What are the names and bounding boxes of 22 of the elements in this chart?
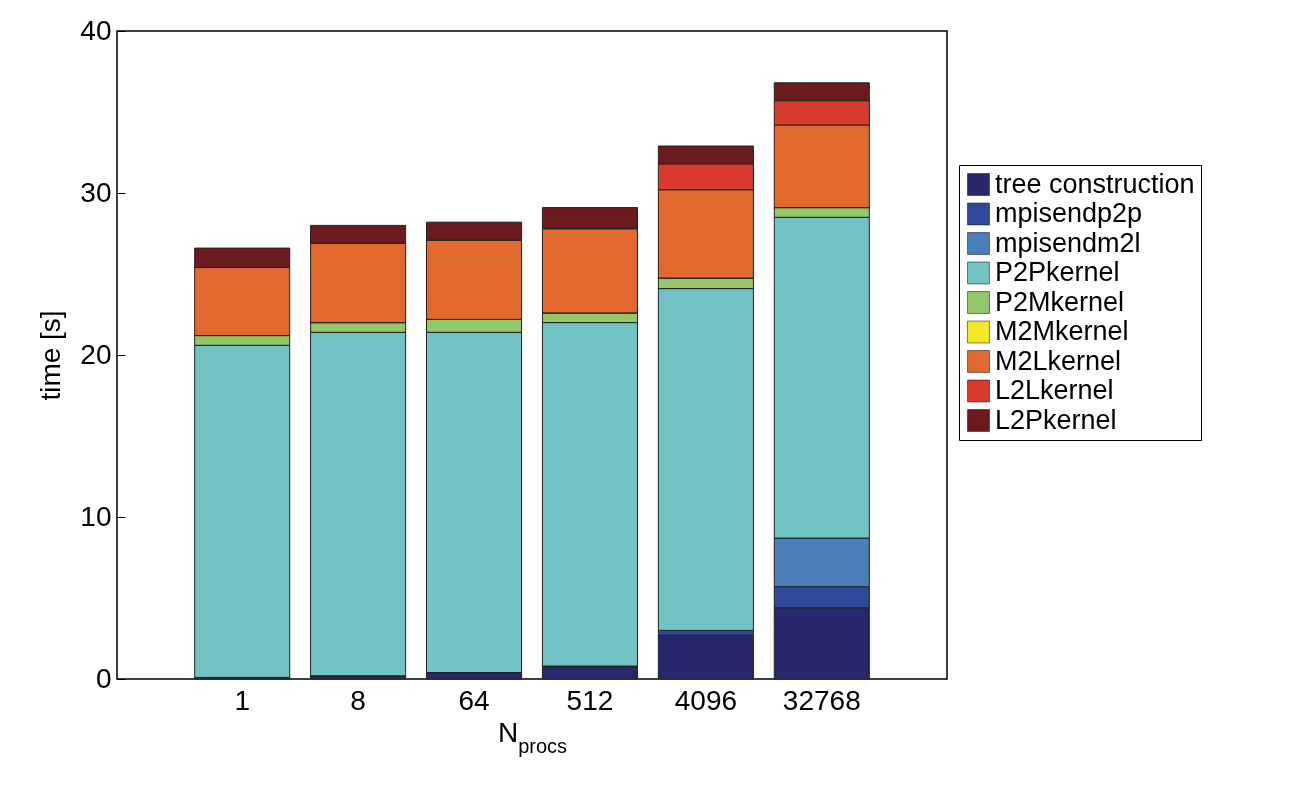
legend-label: M2Lkernel (995, 345, 1122, 376)
y-tick-label: 20 (80, 338, 112, 370)
x-tick-label: 4096 (674, 684, 738, 716)
x-tick-label: 64 (458, 684, 490, 716)
y-tick-label: 10 (80, 500, 112, 532)
legend-label: M2Mkernel (995, 316, 1129, 346)
legend-label: L2Pkernel (995, 404, 1117, 435)
legend-label: mpisendm2l (995, 227, 1141, 258)
legend-label: tree construction (995, 168, 1195, 199)
x-tick-label: 32768 (782, 684, 861, 716)
legend-label: P2Pkernel (995, 257, 1120, 287)
x-axis-title: N$_{procs}$ (497, 716, 568, 757)
x-tick-label: 512 (566, 684, 614, 716)
legend-label: mpisendp2p (995, 198, 1143, 228)
x-tick-label: 1 (234, 684, 250, 716)
x-tick-label: 8 (350, 684, 366, 716)
y-tick-label: 0 (95, 662, 112, 694)
legend-label: L2Lkernel (995, 375, 1114, 405)
y-axis-title: time [s] (35, 310, 67, 401)
y-tick-label: 40 (80, 14, 112, 46)
legend-label: P2Mkernel (995, 286, 1125, 317)
y-tick-label: 30 (80, 176, 112, 208)
